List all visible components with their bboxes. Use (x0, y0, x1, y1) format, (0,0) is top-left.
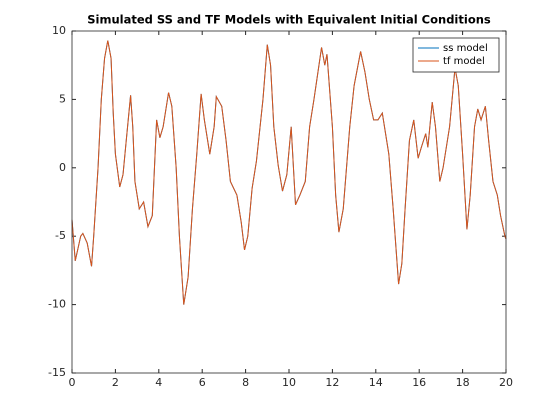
x-tick-label: 20 (499, 376, 513, 389)
legend-box (412, 37, 500, 73)
x-tick-label: 8 (242, 376, 249, 389)
y-tick-label: -15 (48, 366, 66, 379)
y-tick-label: 5 (59, 92, 66, 105)
x-tick-label: 18 (456, 376, 470, 389)
x-tick-label: 10 (282, 376, 296, 389)
x-tick-label: 0 (69, 376, 76, 389)
legend-label: ss model (443, 43, 488, 54)
series-line (71, 40, 507, 305)
x-tick-label: 6 (199, 376, 206, 389)
x-tick-label: 2 (112, 376, 119, 389)
axes-box (71, 30, 507, 374)
y-tick-label: 0 (59, 161, 66, 174)
x-tick-label: 12 (325, 376, 339, 389)
legend: ss model tf model (412, 37, 500, 73)
y-tick-label: -10 (48, 298, 66, 311)
plot-area (72, 31, 506, 373)
y-tick-label: 10 (52, 24, 66, 37)
chart-title: Simulated SS and TF Models with Equivale… (87, 13, 491, 27)
x-tick-label: 14 (369, 376, 383, 389)
x-tick-label: 4 (155, 376, 162, 389)
x-tick-label: 16 (412, 376, 426, 389)
legend-label: tf model (443, 56, 485, 67)
y-tick-label: -5 (55, 229, 66, 242)
